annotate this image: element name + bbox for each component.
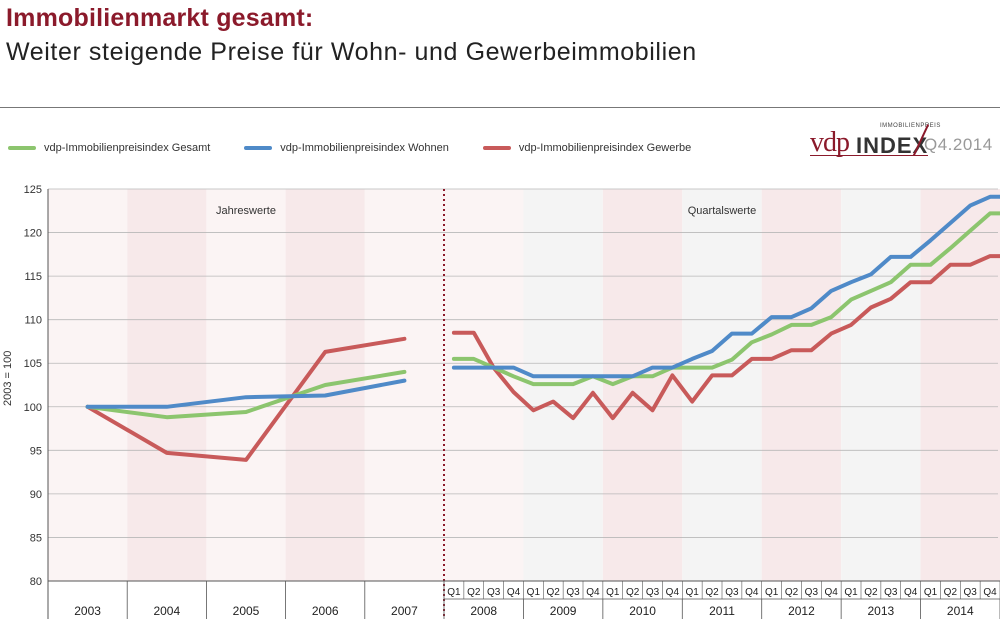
x-tick-label-year: 2003	[74, 604, 101, 618]
x-tick-label-quarter: Q2	[705, 587, 719, 598]
x-tick-label-quarter: Q2	[547, 587, 561, 598]
x-tick-label-quarter: Q4	[586, 587, 600, 598]
legend-swatch-wohnen	[244, 146, 273, 150]
year-band-2004	[127, 189, 207, 581]
x-tick-label-year: 2014	[947, 604, 974, 618]
x-tick-label-quarter: Q2	[785, 587, 799, 598]
y-tick-label: 85	[30, 532, 42, 544]
x-tick-label-quarter: Q4	[983, 587, 997, 598]
x-tick-label-quarter: Q4	[745, 587, 759, 598]
series-line-wohnen-quarterly	[451, 194, 1000, 379]
x-tick-label-year: 2013	[868, 604, 895, 618]
series-line-gesamt-annual	[85, 369, 407, 420]
logo-underline	[810, 155, 928, 156]
year-band-2013	[841, 189, 921, 581]
x-tick-label-quarter: Q2	[467, 587, 481, 598]
x-tick-label-quarter: Q3	[964, 587, 978, 598]
logo-quarter-text: Q4.2014	[924, 135, 993, 154]
section-label-quarterly: Quartalswerte	[688, 205, 756, 217]
x-tick-label-year: 2011	[709, 604, 735, 618]
legend-label-wohnen: vdp-Immobilienpreisindex Wohnen	[280, 142, 449, 154]
y-tick-label: 110	[24, 315, 42, 327]
legend-label-gesamt: vdp-Immobilienpreisindex Gesamt	[44, 142, 211, 154]
x-tick-label-quarter: Q3	[646, 587, 660, 598]
series-line-gesamt-quarterly	[451, 211, 1000, 387]
x-tick-label-year: 2009	[550, 604, 577, 618]
legend-swatch-gesamt	[8, 146, 36, 150]
chart-title: Immobilienmarkt gesamt:	[6, 4, 314, 32]
series-line-wohnen-annual	[85, 378, 407, 409]
year-band-2014	[920, 189, 1000, 581]
x-tick-label-quarter: Q1	[924, 587, 938, 598]
x-tick-label-year: 2012	[788, 604, 815, 618]
y-tick-label: 100	[24, 402, 42, 414]
series-line-gewerbe-quarterly	[451, 254, 1000, 421]
x-tick-label-year: 2005	[233, 604, 260, 618]
year-band-2008	[444, 189, 524, 581]
x-tick-label-quarter: Q2	[944, 587, 958, 598]
x-tick-label-quarter: Q4	[904, 587, 918, 598]
header-divider	[0, 107, 1000, 108]
x-tick-label-year: 2006	[312, 604, 339, 618]
x-tick-label-quarter: Q1	[844, 587, 858, 598]
line-chart: 80 85 90 95 100 105 110 115 120 125 Jahreswerte Qua…	[24, 184, 1000, 619]
year-band-2011	[682, 189, 762, 581]
year-band-2012	[761, 189, 842, 581]
x-tick-label-quarter: Q1	[527, 587, 541, 598]
x-tick-label-quarter: Q1	[765, 587, 779, 598]
x-tick-label-quarter: Q2	[626, 587, 640, 598]
y-tick-label: 95	[30, 445, 42, 457]
y-tick-label: 125	[24, 184, 42, 196]
y-tick-label: 120	[24, 228, 42, 240]
x-tick-label-year: 2010	[629, 604, 656, 618]
legend: vdp-Immobilienpreisindex Gesamt vdp-Immo…	[8, 138, 725, 158]
legend-item-gesamt: vdp-Immobilienpreisindex Gesamt	[8, 142, 210, 154]
x-tick-label-year: 2004	[153, 604, 180, 618]
logo-vdp-text: vdp	[810, 127, 850, 158]
x-tick-label-quarter: Q2	[864, 587, 878, 598]
x-tick-label-quarter: Q4	[666, 587, 680, 598]
x-tick-label-quarter: Q1	[686, 587, 700, 598]
chart-subtitle: Weiter steigende Preise für Wohn- und Ge…	[6, 38, 697, 66]
x-tick-label-quarter: Q1	[606, 587, 620, 598]
x-tick-label-quarter: Q4	[825, 587, 839, 598]
x-tick-label-quarter: Q3	[566, 587, 580, 598]
x-tick-label-quarter: Q1	[447, 587, 461, 598]
x-tick-label-year: 2007	[391, 604, 418, 618]
legend-item-gewerbe: vdp-Immobilienpreisindex Gewerbe	[482, 142, 692, 154]
y-tick-label: 115	[24, 271, 42, 283]
legend-label-gewerbe: vdp-Immobilienpreisindex Gewerbe	[518, 142, 692, 154]
year-band-2003	[48, 189, 128, 581]
y-tick-label: 80	[30, 576, 42, 588]
section-label-annual: Jahreswerte	[216, 205, 276, 217]
logo-small-text: IMMOBILIENPREIS	[880, 123, 941, 129]
legend-swatch-gewerbe	[482, 146, 511, 150]
vdp-index-logo: vdp IMMOBILIENPREIS INDEX Q4.2014	[810, 121, 998, 161]
x-tick-label-quarter: Q4	[507, 587, 521, 598]
x-tick-label-quarter: Q3	[884, 587, 898, 598]
legend-item-wohnen: vdp-Immobilienpreisindex Wohnen	[244, 142, 449, 154]
x-tick-label-year: 2008	[470, 604, 497, 618]
y-tick-label: 90	[30, 489, 42, 501]
x-tick-label-quarter: Q3	[805, 587, 819, 598]
x-tick-label-quarter: Q3	[725, 587, 739, 598]
series-line-gewerbe-annual	[85, 336, 407, 462]
x-tick-label-quarter: Q3	[487, 587, 501, 598]
y-tick-label: 105	[24, 358, 42, 370]
year-band-2005	[206, 189, 286, 581]
